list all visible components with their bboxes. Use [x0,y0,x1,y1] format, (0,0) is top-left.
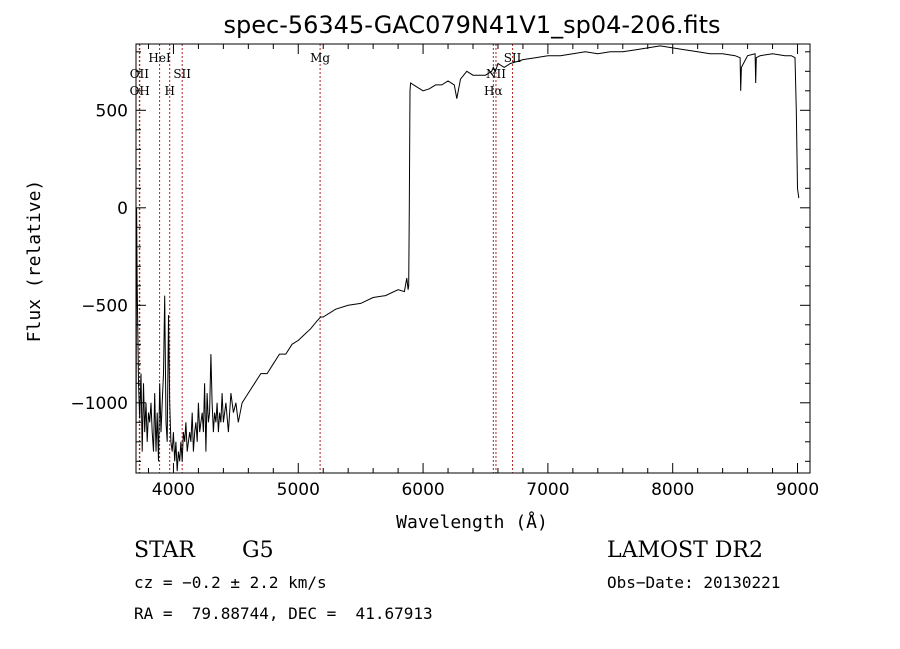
spectrum-series [135,45,800,472]
chart-title: spec-56345-GAC079N41V1_sp04-206.fits [224,11,721,39]
spectral-line-label: NII [486,67,506,81]
x-tick-label: 9000 [776,480,819,500]
y-tick-label: −1000 [70,394,128,414]
spectral-line-label: H [164,84,174,98]
coordinates: RA = 79.88744, DEC = 41.67913 [134,604,433,623]
survey-name: LAMOST DR2 [607,538,763,563]
x-axis-label: Wavelength (Å) [396,511,548,533]
spectral-line-label: HeI [148,51,171,65]
observation-date: Obs−Date: 20130221 [607,573,781,592]
x-tick-label: 6000 [401,480,444,500]
spectral-line-label: Hα [484,84,503,98]
x-tick-label: 8000 [651,480,694,500]
object-class: STAR [134,538,195,563]
y-axis-label: Flux (relative) [24,180,45,343]
y-tick-label: −500 [81,296,128,316]
axis-ticks: 4000 5000 6000 7000 8000 9000 −1000 −500 0 500 [70,44,819,500]
spectral-line-label: SII [173,67,191,81]
x-tick-label: 7000 [526,480,569,500]
spectral-line-label: Mg [310,51,330,65]
redshift-cz: cz = −0.2 ± 2.2 km/s [134,573,327,592]
spectrum-line-0 [135,45,800,472]
x-tick-label: 5000 [277,480,320,500]
y-tick-label: 0 [117,199,128,219]
x-tick-label: 4000 [152,480,195,500]
object-subclass: G5 [242,538,274,563]
y-tick-label: 500 [96,101,128,121]
